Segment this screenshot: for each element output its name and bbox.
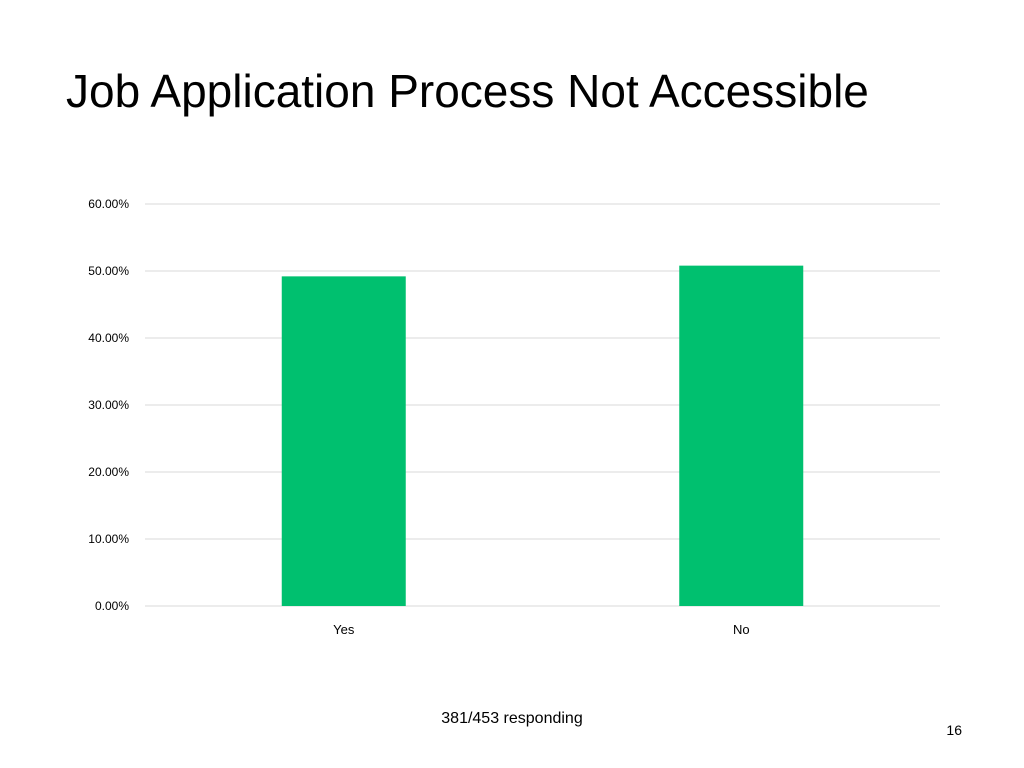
bar-no	[679, 265, 804, 606]
bars	[281, 265, 804, 606]
y-tick-label: 0.00%	[95, 599, 129, 613]
y-axis-tick-labels: 0.00% 10.00% 20.00% 30.00% 40.00% 50.00% 60.00…	[88, 197, 129, 613]
y-tick-label: 30.00%	[88, 398, 129, 412]
slide-title: Job Application Process Not Accessible	[66, 65, 869, 117]
responding-count-note: 381/453 responding	[441, 710, 583, 727]
bar-yes	[281, 276, 406, 606]
y-tick-label: 20.00%	[88, 465, 129, 479]
x-axis-tick-labels: Yes No	[333, 622, 749, 637]
y-tick-label: 60.00%	[88, 197, 129, 211]
y-tick-label: 10.00%	[88, 532, 129, 546]
page-number: 16	[946, 722, 962, 738]
y-tick-label: 40.00%	[88, 331, 129, 345]
x-tick-label-yes: Yes	[333, 622, 355, 637]
y-tick-label: 50.00%	[88, 264, 129, 278]
x-tick-label-no: No	[733, 622, 750, 637]
gridlines	[145, 203, 940, 607]
bar-chart: 0.00% 10.00% 20.00% 30.00% 40.00% 50.00% 60.00…	[88, 197, 940, 637]
